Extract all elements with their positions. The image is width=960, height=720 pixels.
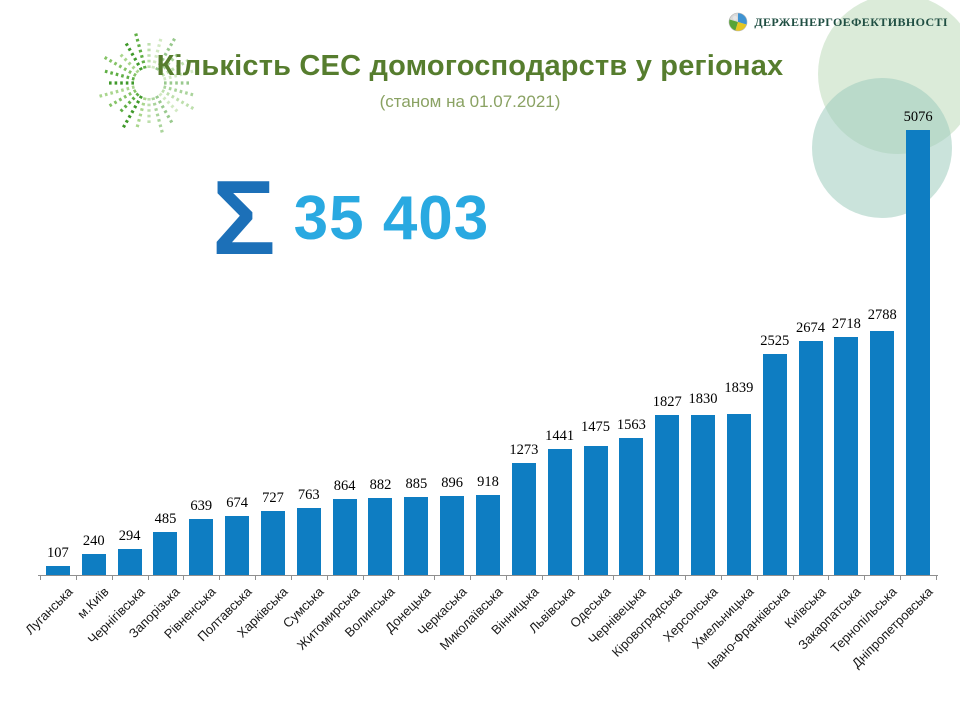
bar-value-label: 1441 [545,427,575,444]
axis-tick [398,575,400,580]
bar [117,549,142,575]
bar [547,448,572,575]
page-title: Кількість СЕС домогосподарств у регіонах [156,50,784,82]
x-axis-line [38,575,938,576]
bar [225,515,250,575]
axis-tick [326,575,328,580]
bar-value-label: 674 [226,494,248,511]
sigma-icon: Σ [212,159,276,277]
axis-tick [75,575,77,580]
axis-tick [720,575,722,580]
total-value: 35 403 [293,183,490,253]
bar-value-label: 639 [190,497,213,514]
bar [368,497,393,575]
bar [906,130,931,575]
axis-tick [147,575,149,580]
bar [583,445,608,575]
bar-value-label: 1827 [652,393,682,410]
axis-tick [255,575,257,580]
bar-value-label: 864 [333,478,356,495]
bar-value-label: 2674 [796,319,826,336]
bar-value-label: 882 [369,476,392,493]
axis-tick [756,575,758,580]
axis-tick [40,575,41,580]
axis-tick [541,575,543,580]
bar [762,353,787,575]
bar [189,518,214,575]
bar [296,508,321,575]
bar [655,414,680,575]
axis-tick [936,575,937,580]
axis-tick [577,575,579,580]
bar-value-label: 918 [477,473,499,490]
bar [619,437,644,575]
bar [726,413,751,575]
bar [404,497,429,575]
bar [153,532,178,575]
bar-value-label: 2788 [867,306,897,323]
bar [81,553,106,575]
bar-value-label: 896 [441,475,464,492]
sunburst-logo-icon [98,32,200,134]
bar-value-label: 885 [405,476,428,493]
bar-value-label: 294 [118,528,141,545]
axis-tick [792,575,794,580]
x-axis-label: Луганська [22,584,76,638]
axis-tick [649,575,651,580]
bar-value-label: 763 [297,487,320,504]
sphere-logo-icon [729,12,748,32]
bar-value-label: 1830 [688,390,718,407]
brand-name: Держенергоефективності [754,14,948,29]
axis-tick [183,575,185,580]
bar [45,565,70,575]
bar-value-label: 107 [47,544,69,561]
axis-tick [505,575,507,580]
bar [870,330,895,575]
page-subtitle: (станом на 01.07.2021) [379,92,561,111]
bar-value-label: 2718 [831,315,861,332]
axis-tick [219,575,221,580]
axis-tick [111,575,113,580]
bar-value-label: 1475 [581,418,611,435]
axis-tick [685,575,687,580]
bar [691,414,716,575]
axis-tick [828,575,830,580]
axis-tick [900,575,902,580]
bar [260,511,285,575]
bar [798,340,823,575]
bar-value-label: 2525 [760,332,790,349]
bar-value-label: 485 [154,511,177,528]
brand-logo: Держенергоефективності [728,12,948,32]
total-annotation: Σ 35 403 [212,159,490,277]
axis-tick [362,575,364,580]
bar-value-label: 1839 [724,379,754,396]
bar-value-label: 1563 [616,416,646,433]
bar [834,336,859,575]
bar [440,496,465,575]
bar-value-label: 240 [82,532,105,549]
axis-tick [613,575,615,580]
bar [476,494,500,575]
bar-value-label: 727 [262,490,284,507]
bar-value-label: 1273 [509,442,539,459]
bar [332,499,357,575]
bar-value-label: 5076 [903,109,933,125]
bar [511,463,536,575]
axis-tick [434,575,436,580]
axis-tick [290,575,292,580]
axis-tick [864,575,866,580]
axis-tick [470,575,472,580]
